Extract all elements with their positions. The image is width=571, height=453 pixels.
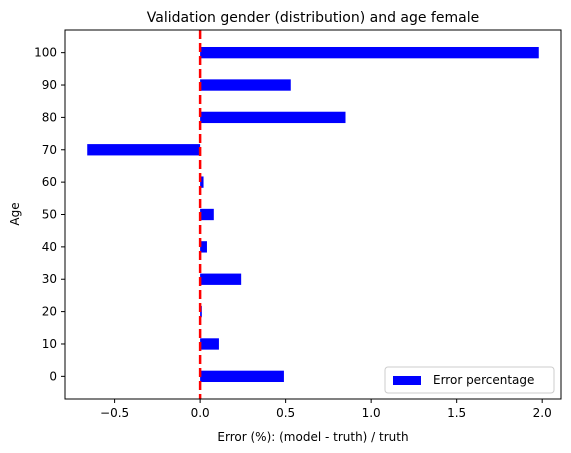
y-tick-label: 0 [49, 369, 57, 383]
legend-frame [384, 366, 555, 394]
bar-age-100 [200, 46, 539, 59]
bar-age-50 [200, 208, 214, 221]
bar-age-90 [200, 79, 291, 91]
y-tick-label: 100 [34, 46, 57, 60]
x-tick-label: 0.0 [191, 406, 210, 420]
x-tick-label: 1.5 [447, 406, 466, 420]
y-tick-label: 80 [42, 110, 57, 124]
bar-age-80 [200, 111, 346, 124]
x-tick-label: 1.0 [362, 406, 381, 420]
x-tick-label: 0.5 [276, 406, 295, 420]
y-axis-ticks: 0 10 20 30 40 50 60 70 80 90 100 [34, 46, 65, 383]
y-tick-label: 10 [42, 337, 57, 351]
y-tick-label: 90 [42, 78, 57, 92]
y-tick-label: 20 [42, 305, 57, 319]
chart-title: Validation gender (distribution) and age… [147, 10, 479, 26]
legend: Error percentage [384, 366, 555, 394]
bar-age-60 [200, 176, 204, 188]
y-tick-label: 70 [42, 143, 57, 157]
x-axis-title: Error (%): (model - truth) / truth [217, 430, 408, 444]
bar-age-30 [200, 273, 242, 285]
y-tick-label: 60 [42, 175, 57, 189]
y-tick-label: 50 [42, 208, 57, 222]
bar-age-0 [200, 370, 284, 383]
bar-age-10 [200, 338, 219, 350]
x-tick-label: 2.0 [533, 406, 552, 420]
plot-area-frame [64, 29, 562, 400]
legend-swatch [393, 376, 421, 385]
y-tick-label: 30 [42, 272, 57, 286]
bar-age-70 [87, 144, 201, 156]
legend-label: Error percentage [433, 373, 534, 387]
bars-layer [87, 46, 539, 383]
y-axis-title: Age [8, 202, 22, 225]
y-tick-label: 40 [42, 240, 57, 254]
x-tick-label: −0.5 [100, 406, 129, 420]
x-axis-ticks: −0.5 0.0 0.5 1.0 1.5 2.0 [100, 399, 552, 420]
bar-age-40 [200, 241, 207, 253]
